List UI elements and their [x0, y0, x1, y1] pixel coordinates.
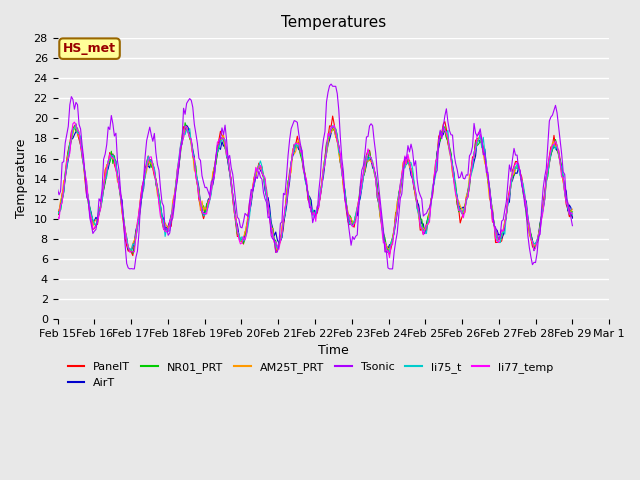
- Legend: PanelT, AirT, NR01_PRT, AM25T_PRT, Tsonic, li75_t, li77_temp: PanelT, AirT, NR01_PRT, AM25T_PRT, Tsoni…: [63, 358, 557, 392]
- Text: HS_met: HS_met: [63, 42, 116, 55]
- X-axis label: Time: Time: [318, 344, 349, 357]
- Y-axis label: Temperature: Temperature: [15, 139, 28, 218]
- Title: Temperatures: Temperatures: [281, 15, 386, 30]
